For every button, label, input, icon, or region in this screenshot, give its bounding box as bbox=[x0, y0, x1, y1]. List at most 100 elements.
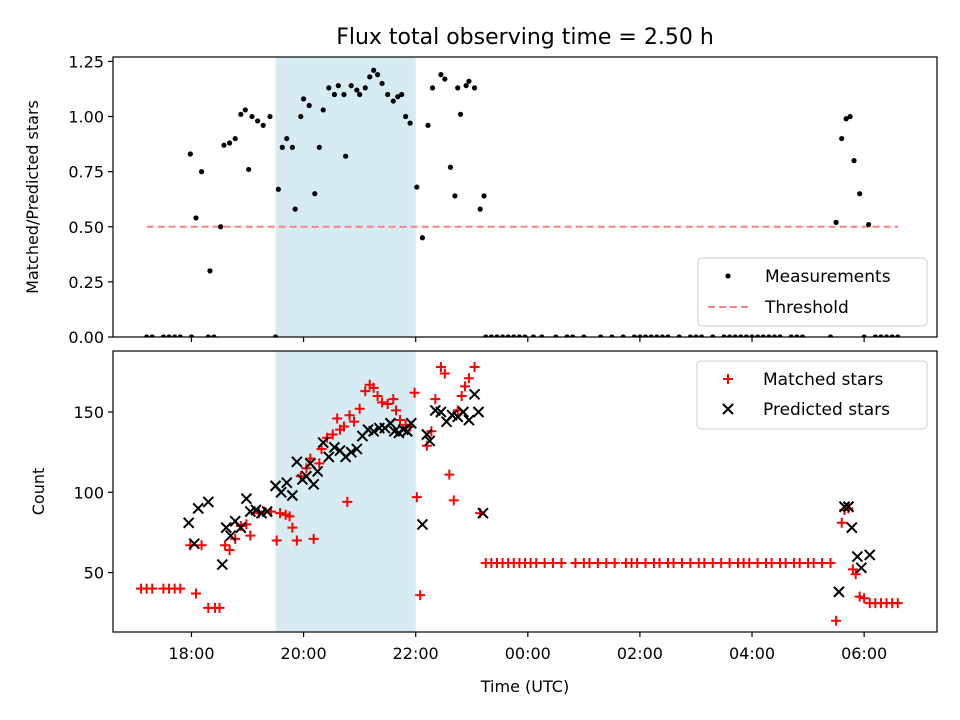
data-point bbox=[766, 557, 777, 568]
data-point bbox=[414, 184, 420, 190]
y-tick-label: 1.25 bbox=[68, 52, 104, 71]
y-tick-label: 0.25 bbox=[68, 273, 104, 292]
data-point bbox=[570, 334, 576, 337]
data-point bbox=[457, 111, 464, 117]
data-point bbox=[833, 586, 845, 598]
legend: Matched stars Predicted stars bbox=[696, 360, 928, 430]
x-tick-label: 00:00 bbox=[505, 644, 551, 663]
data-point bbox=[175, 583, 186, 594]
data-point bbox=[463, 373, 474, 384]
data-point bbox=[878, 334, 884, 337]
data-point bbox=[777, 334, 783, 337]
data-point bbox=[460, 381, 471, 392]
data-point bbox=[235, 521, 247, 534]
data-point bbox=[242, 107, 248, 113]
data-point bbox=[553, 334, 559, 337]
data-point bbox=[699, 557, 710, 568]
data-point bbox=[372, 390, 383, 401]
data-point bbox=[831, 615, 842, 626]
data-point bbox=[182, 517, 195, 529]
data-point bbox=[224, 545, 235, 556]
data-point bbox=[771, 334, 778, 337]
data-point bbox=[362, 85, 368, 91]
data-point bbox=[305, 453, 316, 464]
data-point bbox=[477, 206, 483, 212]
data-point bbox=[755, 334, 761, 337]
legend-label: Measurements bbox=[765, 267, 891, 287]
series-matched-stars bbox=[136, 362, 903, 626]
data-point bbox=[640, 557, 651, 568]
data-point bbox=[889, 334, 895, 337]
data-point bbox=[716, 557, 727, 568]
data-point bbox=[892, 598, 903, 609]
data-point bbox=[399, 91, 405, 98]
data-point bbox=[261, 505, 273, 518]
data-point bbox=[522, 334, 528, 337]
data-point bbox=[405, 417, 417, 429]
data-point bbox=[384, 417, 397, 429]
data-point bbox=[287, 522, 298, 533]
legend: Measurements Threshold bbox=[697, 257, 928, 327]
x-tick-label: 22:00 bbox=[393, 644, 439, 663]
data-point bbox=[601, 557, 612, 568]
data-point bbox=[409, 387, 420, 398]
data-point bbox=[850, 569, 861, 580]
legend-label: Matched stars bbox=[763, 370, 883, 390]
data-point bbox=[226, 140, 233, 146]
data-point bbox=[245, 530, 256, 541]
y-tick-label: 0.75 bbox=[68, 163, 104, 182]
data-point bbox=[455, 85, 461, 91]
data-point bbox=[216, 558, 229, 571]
data-point bbox=[255, 118, 261, 124]
data-point bbox=[738, 334, 744, 337]
plot-area bbox=[136, 362, 903, 626]
data-point bbox=[284, 511, 295, 522]
data-point bbox=[391, 405, 402, 416]
data-point bbox=[448, 495, 459, 506]
data-point bbox=[292, 206, 298, 212]
y-tick-label: 0.50 bbox=[68, 218, 104, 237]
data-point bbox=[843, 116, 849, 122]
data-point bbox=[306, 102, 312, 109]
data-point bbox=[385, 91, 391, 98]
data-point bbox=[331, 91, 338, 98]
data-point bbox=[218, 224, 224, 230]
data-point bbox=[799, 334, 806, 337]
data-point bbox=[403, 113, 409, 120]
data-point bbox=[430, 394, 441, 405]
data-point bbox=[401, 425, 413, 437]
data-point bbox=[861, 334, 867, 337]
data-point bbox=[439, 368, 450, 379]
data-point bbox=[407, 120, 413, 126]
data-point bbox=[794, 334, 800, 337]
data-point bbox=[836, 517, 847, 528]
plot-area bbox=[144, 67, 901, 337]
data-point bbox=[648, 334, 654, 337]
data-point bbox=[188, 334, 195, 337]
data-point bbox=[456, 390, 467, 401]
data-point bbox=[349, 416, 360, 427]
data-point bbox=[211, 334, 217, 337]
data-point bbox=[659, 334, 665, 337]
data-point bbox=[654, 557, 665, 568]
data-point bbox=[295, 471, 306, 482]
data-point bbox=[271, 535, 282, 546]
data-point bbox=[698, 334, 705, 337]
data-point bbox=[472, 406, 485, 418]
x-tick-label: 06:00 bbox=[841, 644, 887, 663]
data-point bbox=[851, 158, 857, 164]
data-point bbox=[707, 557, 718, 568]
data-point bbox=[499, 334, 506, 337]
data-point bbox=[833, 219, 839, 225]
data-point bbox=[421, 428, 433, 441]
data-point bbox=[609, 557, 620, 568]
data-point bbox=[225, 529, 237, 542]
data-point bbox=[291, 535, 302, 546]
data-point bbox=[275, 508, 286, 519]
data-point bbox=[505, 334, 511, 337]
data-point bbox=[202, 496, 215, 508]
data-point bbox=[415, 590, 426, 601]
data-point bbox=[438, 72, 444, 78]
data-point bbox=[548, 557, 559, 568]
